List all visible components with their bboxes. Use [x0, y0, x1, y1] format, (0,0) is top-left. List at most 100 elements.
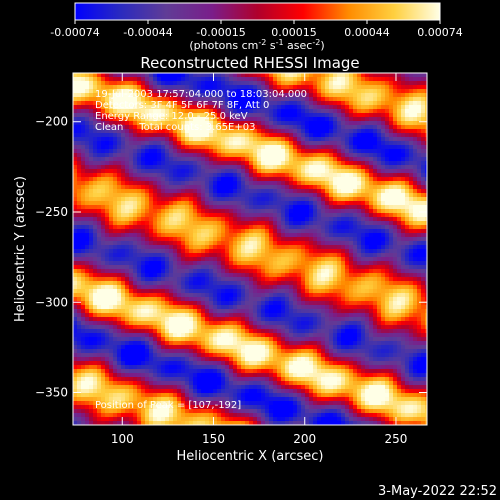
- heatmap-cell: [393, 221, 398, 226]
- heatmap-cell: [405, 109, 410, 114]
- heatmap-cell: [129, 165, 134, 170]
- heatmap-cell: [141, 193, 146, 198]
- heatmap-cell: [109, 217, 114, 222]
- heatmap-cell: [241, 209, 246, 214]
- heatmap-cell: [353, 209, 358, 214]
- heatmap-cell: [161, 241, 166, 246]
- heatmap-cell: [233, 205, 238, 210]
- heatmap-cell: [157, 173, 162, 178]
- heatmap-cell: [133, 269, 138, 274]
- heatmap-cell: [165, 113, 170, 118]
- heatmap-cell: [145, 89, 150, 94]
- heatmap-cell: [325, 221, 330, 226]
- heatmap-cell: [425, 221, 427, 226]
- heatmap-cell: [397, 281, 402, 286]
- heatmap-cell: [313, 73, 318, 78]
- heatmap-cell: [213, 117, 218, 122]
- heatmap-cell: [145, 101, 150, 106]
- heatmap-cell: [205, 201, 210, 206]
- heatmap-cell: [165, 237, 170, 242]
- heatmap-cell: [161, 173, 166, 178]
- heatmap-cell: [113, 225, 118, 230]
- heatmap-cell: [125, 217, 130, 222]
- heatmap-cell: [405, 81, 410, 86]
- heatmap-cell: [85, 161, 90, 166]
- heatmap-cell: [361, 109, 366, 114]
- heatmap-cell: [389, 89, 394, 94]
- heatmap-cell: [285, 233, 290, 238]
- heatmap-cell: [321, 273, 326, 278]
- heatmap-cell: [277, 193, 282, 198]
- heatmap-cell: [301, 281, 306, 286]
- heatmap-cell: [133, 197, 138, 202]
- heatmap-cell: [321, 237, 326, 242]
- heatmap-cell: [245, 109, 250, 114]
- heatmap-cell: [421, 273, 426, 278]
- heatmap-cell: [269, 249, 274, 254]
- heatmap-cell: [321, 117, 326, 122]
- heatmap-cell: [225, 293, 230, 298]
- heatmap-cell: [201, 141, 206, 146]
- heatmap-cell: [173, 197, 178, 202]
- heatmap-cell: [289, 253, 294, 258]
- heatmap-cell: [117, 217, 122, 222]
- heatmap-cell: [381, 153, 386, 158]
- heatmap-cell: [333, 193, 338, 198]
- heatmap-cell: [385, 293, 390, 298]
- heatmap-cell: [225, 145, 230, 150]
- heatmap-cell: [349, 189, 354, 194]
- heatmap-cell: [177, 105, 182, 110]
- heatmap-cell: [365, 205, 370, 210]
- heatmap-cell: [373, 281, 378, 286]
- heatmap-cell: [113, 249, 118, 254]
- heatmap-cell: [329, 245, 334, 250]
- heatmap-cell: [133, 185, 138, 190]
- heatmap-cell: [393, 257, 398, 262]
- heatmap-cell: [245, 117, 250, 122]
- heatmap-cell: [93, 269, 98, 274]
- heatmap-cell: [169, 281, 174, 286]
- heatmap-cell: [397, 217, 402, 222]
- heatmap-cell: [329, 233, 334, 238]
- heatmap-cell: [241, 293, 246, 298]
- heatmap-cell: [421, 237, 426, 242]
- heatmap-cell: [397, 273, 402, 278]
- heatmap-cell: [413, 85, 418, 90]
- heatmap-cell: [149, 289, 154, 294]
- heatmap-cell: [97, 265, 102, 270]
- heatmap-cell: [149, 205, 154, 210]
- heatmap-cell: [425, 185, 427, 190]
- heatmap-cell: [269, 101, 274, 106]
- heatmap-cell: [141, 233, 146, 238]
- heatmap-cell: [217, 101, 222, 106]
- heatmap-cell: [105, 157, 110, 162]
- heatmap-cell: [357, 89, 362, 94]
- heatmap-cell: [273, 229, 278, 234]
- heatmap-cell: [209, 101, 214, 106]
- heatmap-cell: [381, 181, 386, 186]
- heatmap-cell: [241, 89, 246, 94]
- heatmap-cell: [77, 101, 82, 106]
- heatmap-cell: [125, 269, 130, 274]
- heatmap-cell: [77, 257, 82, 262]
- heatmap-cell: [133, 189, 138, 194]
- heatmap-cell: [357, 157, 362, 162]
- heatmap-cell: [185, 201, 190, 206]
- heatmap-cell: [269, 189, 274, 194]
- heatmap-cell: [181, 85, 186, 90]
- heatmap-cell: [129, 265, 134, 270]
- heatmap-cell: [221, 225, 226, 230]
- heatmap-cell: [381, 81, 386, 86]
- heatmap-cell: [153, 89, 158, 94]
- heatmap-cell: [225, 261, 230, 266]
- heatmap-cell: [305, 181, 310, 186]
- heatmap-cell: [229, 261, 234, 266]
- heatmap-cell: [201, 153, 206, 158]
- heatmap-cell: [325, 281, 330, 286]
- heatmap-cell: [305, 169, 310, 174]
- heatmap-cell: [125, 145, 130, 150]
- heatmap-cell: [169, 217, 174, 222]
- heatmap-cell: [109, 113, 114, 118]
- heatmap-cell: [81, 265, 86, 270]
- heatmap-cell: [361, 181, 366, 186]
